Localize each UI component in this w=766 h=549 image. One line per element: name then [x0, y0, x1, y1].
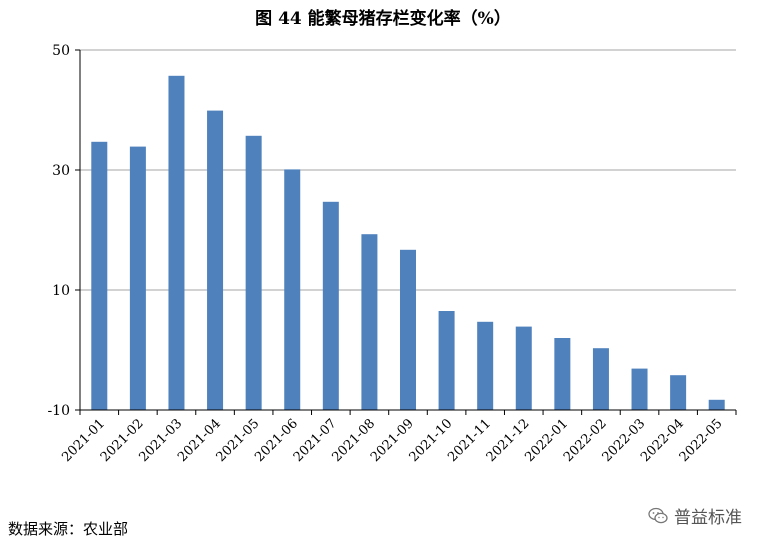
watermark: 普益标准	[648, 503, 742, 528]
bars	[91, 75, 725, 411]
x-tick-label: 2022-05	[677, 416, 726, 465]
bar	[554, 338, 571, 410]
bar	[284, 169, 301, 410]
bar	[438, 311, 455, 410]
y-tick-label: 30	[52, 163, 70, 179]
bar	[322, 201, 339, 410]
y-tick-label: 50	[52, 43, 70, 59]
bar	[400, 249, 416, 410]
y-tick-label: 10	[52, 283, 70, 299]
wechat-icon	[648, 507, 668, 523]
bar	[91, 141, 108, 411]
bar	[515, 326, 532, 410]
bar	[670, 375, 687, 410]
bar	[708, 399, 725, 410]
bar	[129, 146, 146, 410]
source-note: 数据来源：农业部	[8, 520, 129, 538]
bar	[361, 234, 378, 410]
chart-title: 图 44 能繁母猪存栏变化率（%）	[255, 9, 511, 29]
x-tick-labels: 2021-012021-022021-032021-042021-052021-…	[59, 416, 725, 465]
bar	[207, 110, 224, 410]
bar	[477, 321, 494, 410]
y-tick-label: -10	[47, 403, 70, 419]
axes	[75, 49, 737, 415]
bar	[168, 75, 185, 411]
bar	[631, 368, 648, 410]
bar	[592, 348, 609, 410]
watermark-text: 普益标准	[674, 508, 742, 528]
y-tick-labels: -10 10 30 50	[47, 43, 70, 419]
bar	[245, 135, 262, 411]
